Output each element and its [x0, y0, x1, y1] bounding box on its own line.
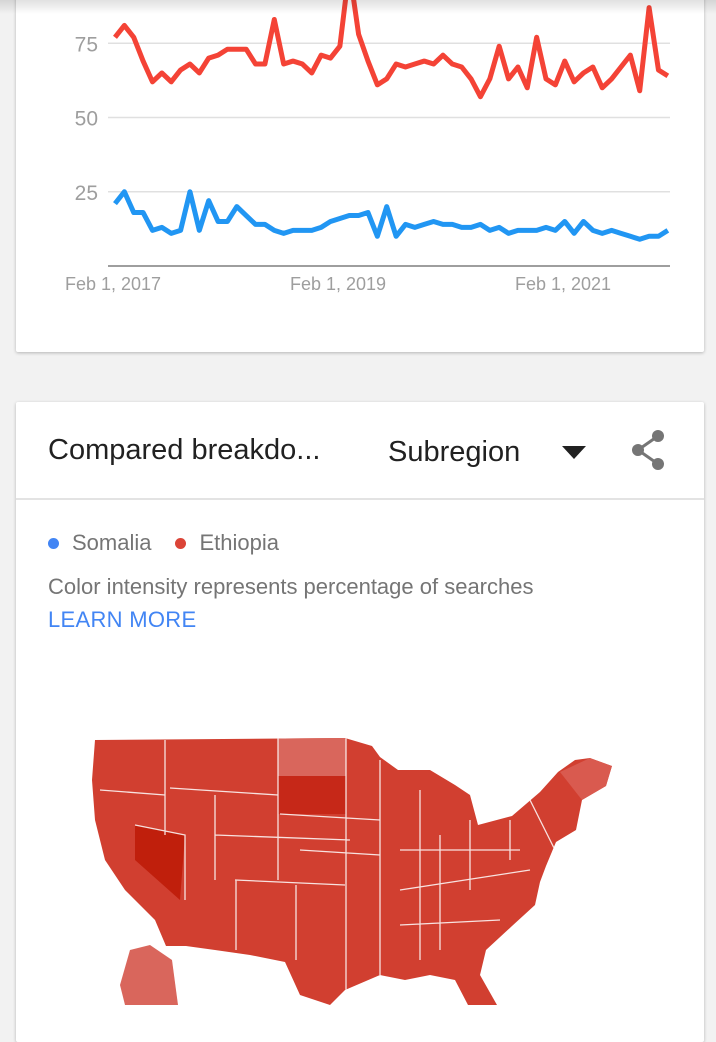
state-south-dakota[interactable]	[278, 776, 346, 814]
color-intensity-note: Color intensity represents percentage of…	[48, 574, 534, 599]
ethiopia-dot-icon	[175, 537, 187, 549]
state-nevada[interactable]	[135, 825, 185, 900]
us-map	[92, 736, 612, 1005]
interest-over-time-card: 25 50 75 Feb 1, 2017 Feb 1, 2019 Feb 1, 2021	[16, 0, 704, 352]
learn-more-link[interactable]: LEARN MORE	[48, 607, 197, 632]
share-icon[interactable]	[628, 428, 668, 472]
x-tick-label: Feb 1, 2017	[65, 274, 161, 294]
state-maine[interactable]	[560, 758, 612, 800]
card-title: Compared breakdo...	[48, 434, 321, 466]
state-north-dakota[interactable]	[278, 736, 346, 776]
y-tick-label: 25	[75, 182, 98, 205]
x-tick-label: Feb 1, 2021	[515, 274, 611, 294]
legend: Somalia Ethiopia	[48, 530, 279, 556]
series-line-ethiopia	[113, 0, 670, 100]
y-tick-label: 50	[75, 108, 98, 131]
x-tick-label: Feb 1, 2019	[290, 274, 386, 294]
dropdown-caret-icon[interactable]	[562, 446, 586, 459]
y-tick-label: 75	[75, 33, 98, 56]
card-header: Compared breakdo... Subregion	[16, 402, 704, 500]
region-dropdown[interactable]: Subregion	[388, 436, 521, 468]
compared-breakdown-card: Compared breakdo... Subregion Somalia Et…	[16, 402, 704, 1042]
somalia-dot-icon	[48, 537, 59, 549]
legend-somalia: Somalia	[72, 530, 152, 555]
line-chart: 25 50 75 Feb 1, 2017 Feb 1, 2019 Feb 1, 2021	[65, 0, 670, 294]
top-shadow	[0, 0, 716, 14]
legend-ethiopia: Ethiopia	[199, 530, 279, 555]
state-alaska[interactable]	[120, 945, 178, 1005]
series-line-somalia	[113, 189, 670, 242]
